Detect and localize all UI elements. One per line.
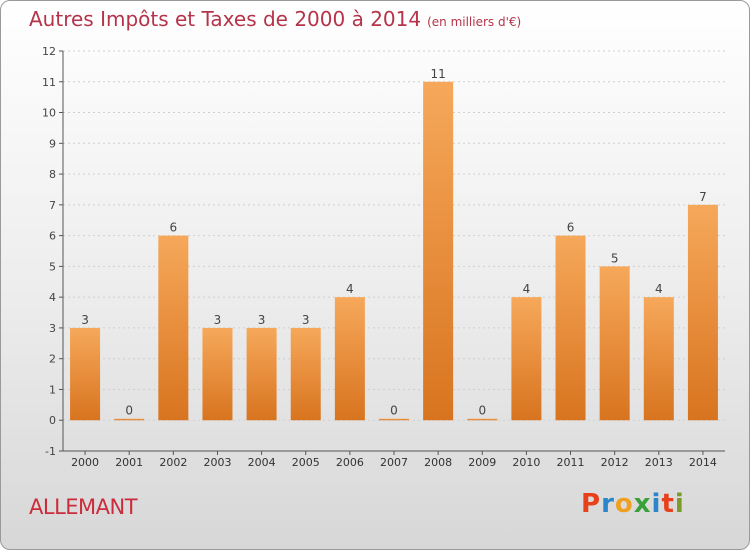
- data-label-2003: 3: [214, 313, 222, 327]
- bar-2006: [334, 297, 365, 421]
- data-label-2012: 5: [611, 251, 619, 265]
- y-tick-label: 7: [49, 199, 56, 212]
- y-tick-label: 11: [42, 76, 56, 89]
- data-label-2010: 4: [523, 282, 531, 296]
- x-tick-label: 2001: [115, 456, 143, 469]
- bar-2012: [599, 266, 630, 421]
- chart-title: Autres Impôts et Taxes de 2000 à 2014: [29, 7, 422, 31]
- x-tick-label: 2000: [71, 456, 99, 469]
- bar-2002: [158, 235, 189, 421]
- y-tick-label: 0: [49, 414, 56, 427]
- data-label-2014: 7: [699, 190, 707, 204]
- data-label-2006: 4: [346, 282, 354, 296]
- x-tick-label: 2006: [336, 456, 364, 469]
- x-tick-label: 2011: [557, 456, 585, 469]
- x-tick-label: 2003: [203, 456, 231, 469]
- logo-letter: r: [601, 489, 615, 519]
- chart-subtitle: (en milliers d'€): [427, 15, 522, 29]
- logo-letter: o: [614, 489, 634, 519]
- data-label-2013: 4: [655, 282, 663, 296]
- bar-2007: [378, 418, 410, 421]
- y-tick-label: 2: [49, 353, 56, 366]
- x-tick-label: 2013: [645, 456, 673, 469]
- logo-letter: i: [674, 489, 685, 519]
- data-label-2008: 11: [430, 67, 445, 81]
- y-tick-label: -1: [45, 445, 56, 458]
- y-tick-label: 1: [49, 383, 56, 396]
- x-tick-label: 2014: [689, 456, 717, 469]
- bar-2005: [290, 327, 321, 421]
- y-tick-label: 3: [49, 322, 56, 335]
- bar-2011: [555, 235, 586, 421]
- y-tick-label: 5: [49, 260, 56, 273]
- bar-2004: [246, 327, 277, 421]
- proxiti-logo: Proxiti: [581, 489, 685, 519]
- x-tick-label: 2009: [468, 456, 496, 469]
- data-label-2009: 0: [478, 404, 486, 418]
- bar-2003: [202, 327, 233, 421]
- data-label-2004: 3: [258, 313, 266, 327]
- x-tick-label: 2007: [380, 456, 408, 469]
- x-tick-label: 2005: [292, 456, 320, 469]
- data-label-2005: 3: [302, 313, 310, 327]
- data-label-2011: 6: [567, 221, 575, 235]
- bar-2010: [511, 297, 542, 421]
- bar-2014: [687, 204, 718, 421]
- logo-letter: P: [581, 489, 602, 519]
- logo-letter: t: [661, 489, 675, 519]
- x-tick-label: 2004: [248, 456, 276, 469]
- data-label-2000: 3: [81, 313, 89, 327]
- y-tick-label: 4: [49, 291, 56, 304]
- bar-2008: [423, 81, 454, 421]
- logo-letter: i: [651, 489, 662, 519]
- y-tick-label: 12: [42, 45, 56, 58]
- commune-name: ALLEMANT: [29, 495, 138, 519]
- data-label-2007: 0: [390, 404, 398, 418]
- bar-2009: [467, 418, 498, 421]
- x-tick-label: 2012: [601, 456, 629, 469]
- data-label-2001: 0: [125, 404, 133, 418]
- x-tick-label: 2010: [512, 456, 540, 469]
- bar-2013: [643, 297, 674, 421]
- x-tick-label: 2008: [424, 456, 452, 469]
- y-tick-label: 8: [49, 168, 56, 181]
- y-tick-label: 10: [42, 107, 56, 120]
- data-label-2002: 6: [170, 221, 178, 235]
- bar-2001: [114, 418, 145, 421]
- logo-letter: x: [633, 489, 652, 519]
- x-tick-label: 2002: [159, 456, 187, 469]
- y-tick-label: 9: [49, 137, 56, 150]
- bar-2000: [70, 327, 101, 421]
- y-tick-label: 6: [49, 230, 56, 243]
- chart-title-block: Autres Impôts et Taxes de 2000 à 2014 (en…: [29, 7, 521, 31]
